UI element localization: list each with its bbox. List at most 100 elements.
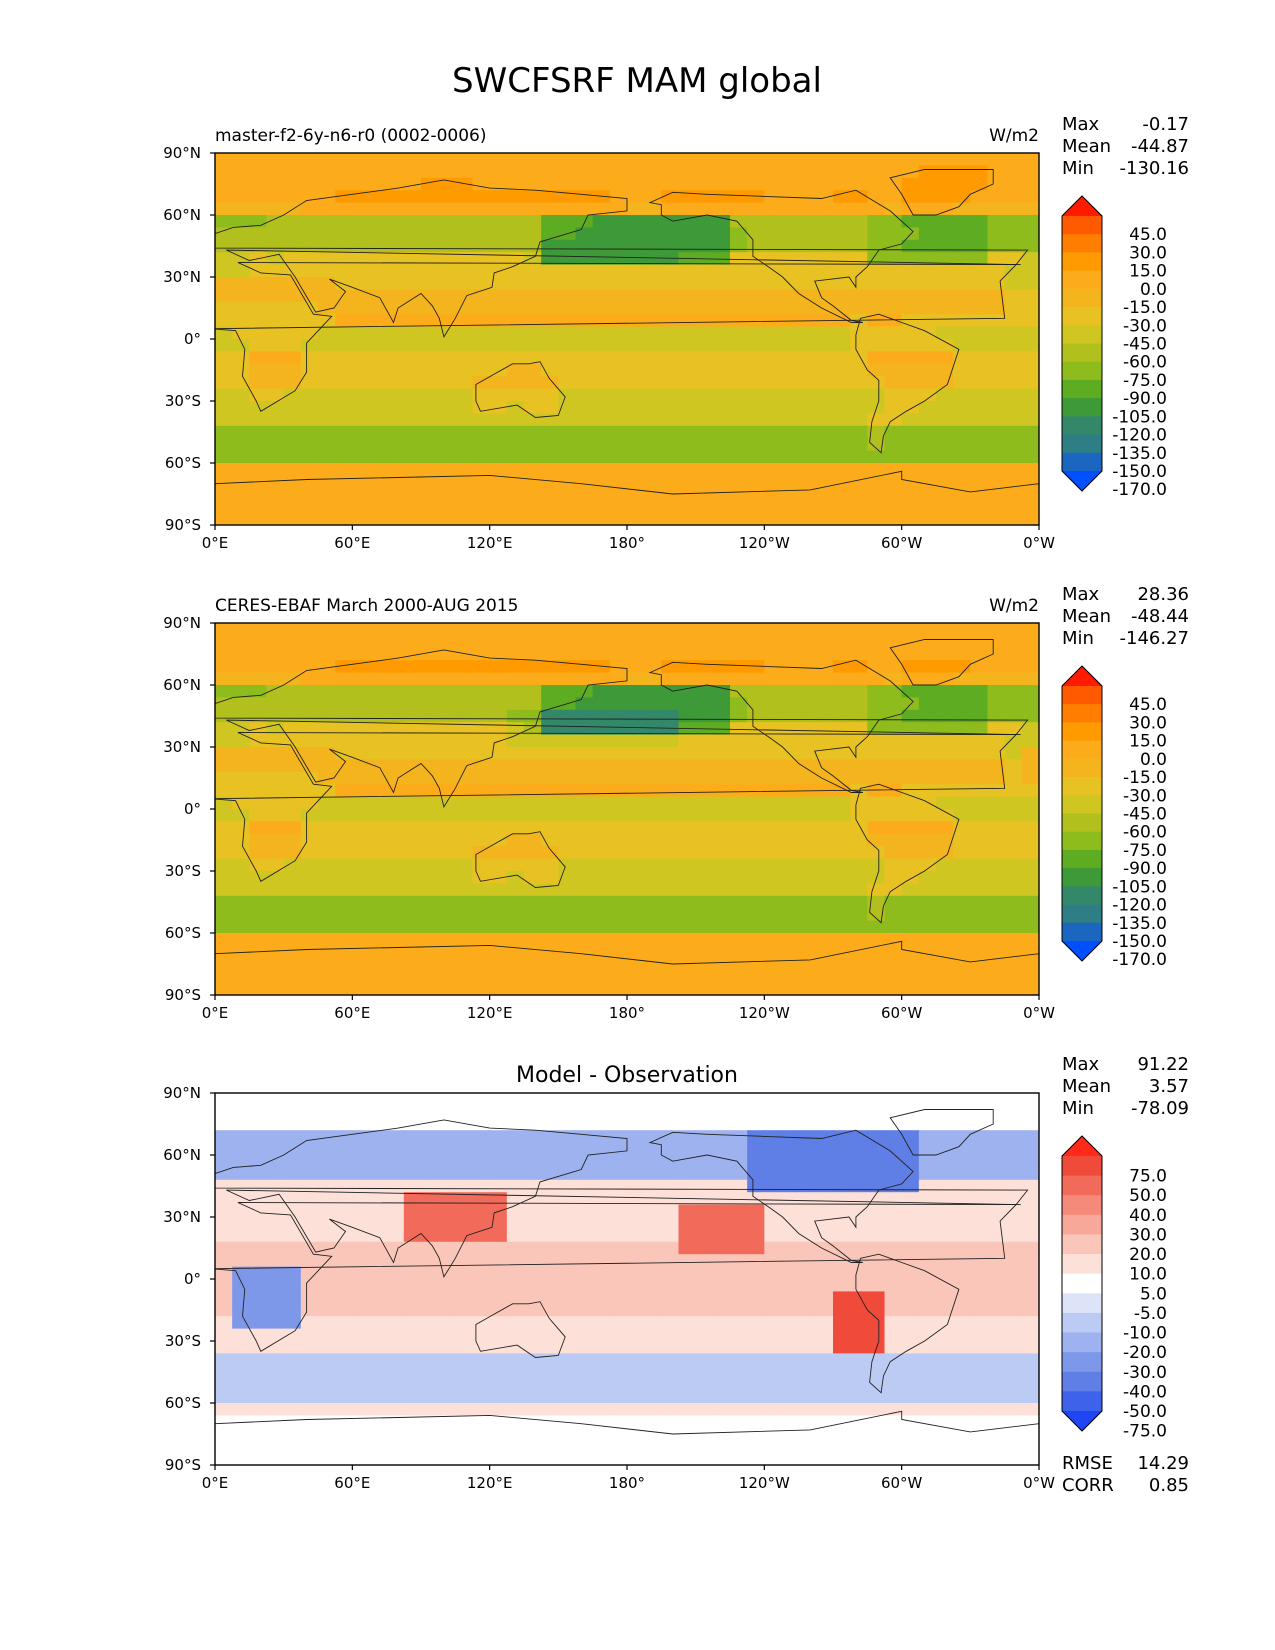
field-cell — [318, 883, 336, 897]
field-cell — [489, 771, 508, 785]
field-cell — [850, 1279, 868, 1292]
field-cell — [833, 1440, 851, 1454]
field-cell — [215, 487, 233, 501]
field-cell — [970, 1316, 989, 1330]
field-cell — [609, 722, 628, 736]
field-cell — [283, 363, 302, 377]
field-cell — [1004, 326, 1023, 340]
field-cell — [489, 277, 508, 290]
field-cell — [300, 970, 319, 984]
field-cell — [506, 647, 525, 661]
field-cell — [695, 1316, 714, 1330]
field-cell — [352, 1415, 371, 1429]
field-cell — [215, 289, 233, 303]
field-cell — [575, 747, 594, 760]
field-cell — [403, 1291, 422, 1305]
field-cell — [369, 1167, 388, 1181]
field-cell — [283, 438, 302, 452]
field-cell — [833, 697, 851, 711]
field-cell — [558, 1204, 577, 1218]
field-cell — [506, 759, 525, 773]
y-tick-label: 30°S — [165, 862, 201, 880]
field-cell — [1004, 821, 1023, 835]
colorbar-segment — [1062, 1332, 1102, 1353]
x-tick-label: 0°W — [1023, 534, 1055, 552]
field-cell — [901, 165, 920, 179]
field-cell — [661, 339, 680, 352]
field-cell — [421, 1155, 439, 1168]
field-cell — [918, 401, 937, 414]
field-cell — [472, 1093, 491, 1106]
field-cell — [747, 1303, 765, 1317]
field-cell — [712, 982, 731, 995]
field-cell — [266, 339, 285, 352]
field-cell — [678, 500, 697, 514]
field-cell — [798, 1167, 817, 1181]
field-cell — [644, 215, 662, 228]
field-cell — [1021, 289, 1039, 303]
field-cell — [489, 821, 508, 835]
field-cell — [712, 351, 731, 365]
colorbar: 45.030.015.00.0-15.0-30.0-45.0-60.0-75.0… — [1061, 665, 1167, 970]
field-cell — [884, 475, 903, 489]
field-cell — [283, 734, 302, 748]
field-cell — [712, 685, 731, 698]
field-cell — [249, 982, 268, 995]
field-cell — [678, 277, 697, 290]
field-cell — [438, 660, 456, 674]
field-cell — [489, 1316, 508, 1330]
field-cell — [403, 165, 422, 179]
field-cell — [884, 1316, 903, 1330]
field-cell — [730, 264, 748, 278]
field-cell — [798, 165, 817, 179]
field-cell — [575, 1316, 594, 1330]
field-cell — [867, 512, 886, 525]
field-cell — [815, 450, 834, 464]
field-cell — [987, 450, 1006, 464]
field-cell — [627, 623, 645, 636]
field-cell — [438, 734, 456, 748]
field-cell — [352, 500, 371, 514]
field-cell — [815, 264, 834, 278]
field-cell — [455, 734, 474, 748]
field-cell — [489, 697, 508, 711]
field-cell — [472, 301, 491, 315]
field-cell — [867, 747, 886, 760]
colorbar-extend-min — [1062, 1411, 1102, 1431]
field-cell — [215, 623, 233, 636]
field-cell — [764, 796, 783, 810]
y-tick-label: 60°S — [165, 1394, 201, 1412]
field-cell — [815, 945, 834, 959]
field-cell — [1004, 734, 1023, 748]
field-cell — [730, 933, 748, 946]
field-cell — [438, 1192, 456, 1206]
field-cell — [627, 1105, 645, 1119]
field-cell — [403, 463, 422, 476]
field-cell — [815, 796, 834, 810]
field-cell — [369, 920, 388, 934]
field-cell — [369, 339, 388, 352]
field-cell — [884, 796, 903, 810]
field-cell — [781, 1353, 800, 1367]
field-cell — [575, 1365, 594, 1379]
field-cell — [884, 1167, 903, 1181]
field-cell — [524, 363, 542, 377]
field-cell — [369, 871, 388, 884]
field-cell — [781, 883, 800, 897]
field-cell — [558, 1105, 577, 1119]
field-cell — [695, 1217, 714, 1230]
field-cell — [712, 709, 731, 723]
field-cell — [1004, 1316, 1023, 1330]
field-cell — [815, 388, 834, 402]
field-cell — [609, 1217, 628, 1230]
field-cell — [266, 450, 285, 464]
field-cell — [541, 1130, 559, 1144]
field-cell — [300, 413, 319, 427]
field-cell — [987, 177, 1006, 191]
field-cell — [798, 833, 817, 847]
field-cell — [386, 833, 405, 847]
field-cell — [609, 475, 628, 489]
field-cell — [232, 660, 250, 674]
field-cell — [438, 363, 456, 377]
field-cell — [232, 833, 250, 847]
